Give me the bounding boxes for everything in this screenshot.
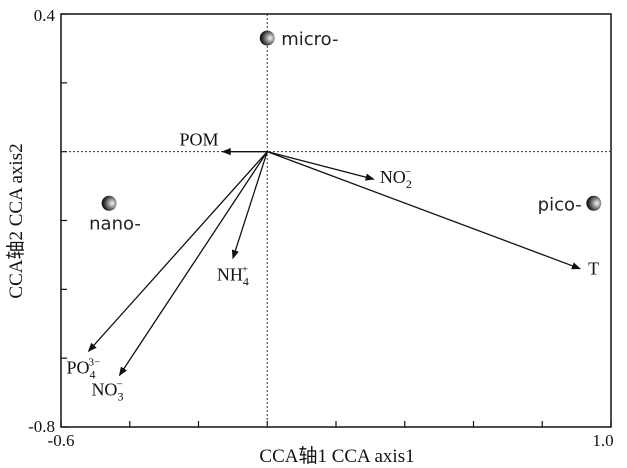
axis-ticks bbox=[60, 13, 612, 428]
vector-arrow bbox=[267, 151, 375, 181]
x-tick-label-min: -0.6 bbox=[48, 431, 75, 450]
vector-arrow bbox=[231, 151, 268, 260]
vector-label: NH4+ bbox=[217, 263, 249, 288]
vector-label: NO3− bbox=[91, 378, 123, 403]
reference-lines bbox=[61, 14, 611, 427]
vector-arrow bbox=[87, 151, 268, 352]
vector-label: NO2− bbox=[380, 166, 412, 191]
class-point-label: micro- bbox=[281, 29, 338, 50]
plot-frame bbox=[60, 13, 612, 428]
vector-label: T bbox=[588, 259, 599, 279]
vector-label: PO43− bbox=[67, 356, 101, 381]
class-point-marker bbox=[586, 195, 602, 211]
x-tick-label-max: 1.0 bbox=[592, 431, 613, 450]
y-axis-title: CCA轴2 CCA axis2 bbox=[5, 143, 27, 298]
vector-label: POM bbox=[180, 130, 219, 150]
class-point-marker bbox=[101, 195, 117, 211]
class-point-marker bbox=[259, 30, 275, 46]
y-tick-label-min: -0.8 bbox=[28, 417, 55, 436]
class-point-label: pico- bbox=[538, 194, 582, 215]
x-axis-title: CCA轴1 CCA axis1 bbox=[259, 445, 414, 467]
class-point-label: nano- bbox=[89, 213, 141, 234]
environment-vectors: POM NO2− T NH4+ PO43−NO3− bbox=[67, 130, 600, 404]
y-tick-label-max: 0.4 bbox=[34, 6, 56, 25]
vector-arrow bbox=[118, 151, 268, 377]
class-points: micro-nano-pico- bbox=[89, 29, 602, 234]
vector-arrow bbox=[267, 151, 581, 270]
